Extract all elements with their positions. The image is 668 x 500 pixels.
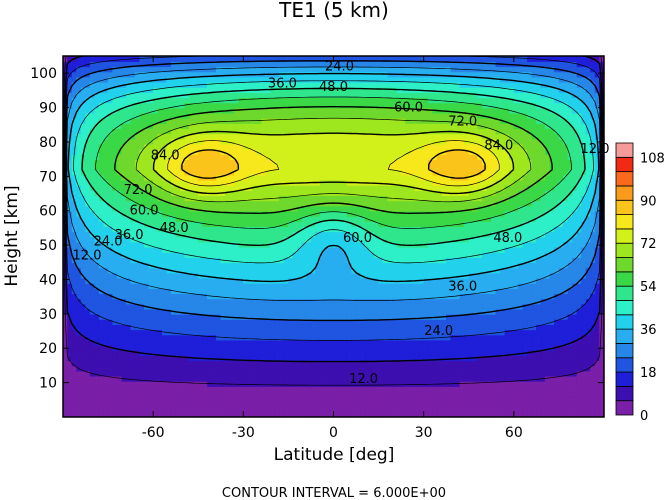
contour-fill [63,56,604,417]
chart-title: TE1 (5 km) [278,0,389,22]
